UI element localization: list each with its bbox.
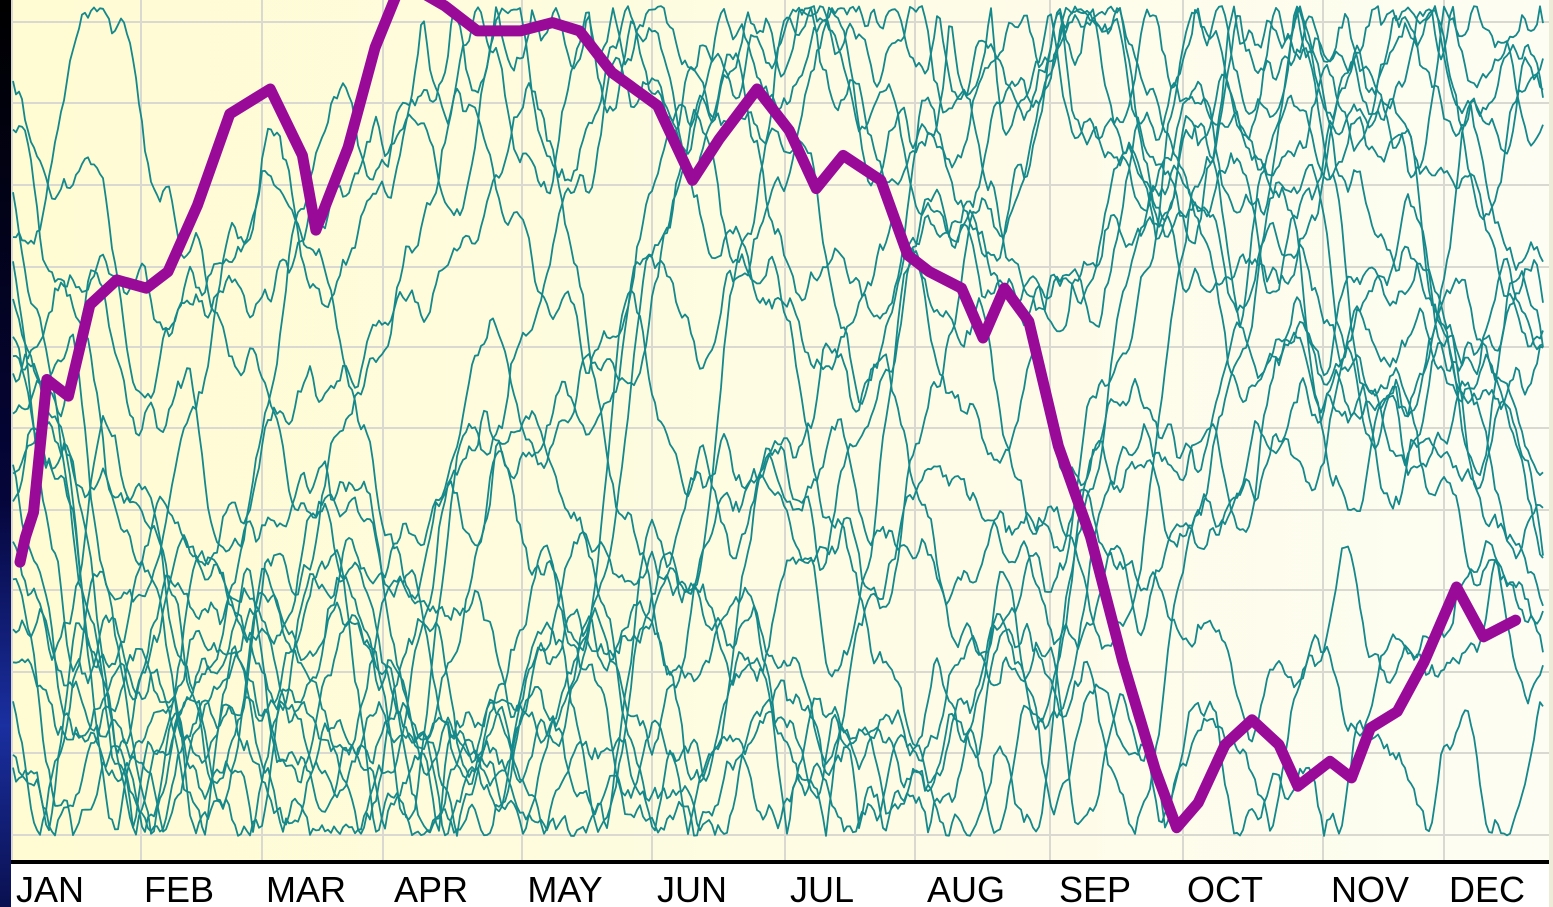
- background-series-line: [12, 82, 1544, 837]
- x-tick-label: AUG: [927, 869, 1005, 907]
- background-series-group: [12, 5, 1544, 837]
- x-tick-label: JUN: [657, 869, 727, 907]
- x-tick-label: NOV: [1331, 869, 1409, 907]
- highlight-series-group: [14, 0, 1522, 834]
- x-tick-label: MAY: [527, 869, 602, 907]
- background-series-line: [12, 366, 1544, 835]
- x-tick-label: JAN: [16, 869, 84, 907]
- x-tick-label: OCT: [1187, 869, 1263, 907]
- background-series-line: [12, 13, 1544, 835]
- x-tick-label: FEB: [144, 869, 214, 907]
- x-tick-label: SEP: [1059, 869, 1131, 907]
- background-series-line: [12, 43, 1544, 829]
- background-series-line: [12, 5, 1544, 383]
- x-tick-labels: JAN FEB MAR APR MAY JUN JUL AUG SEP OCT NOV DEC: [16, 869, 1525, 907]
- background-series-line: [12, 8, 1544, 836]
- background-series-line: [12, 450, 1544, 834]
- background-series-line: [12, 5, 1544, 837]
- background-series-line: [12, 5, 1544, 837]
- highlight-series-line: [14, 0, 1522, 834]
- left-window-edge: [0, 0, 11, 907]
- background-series-line: [12, 193, 1544, 836]
- x-tick-label: APR: [394, 869, 468, 907]
- x-tick-label: JUL: [790, 869, 854, 907]
- background-series-line: [12, 66, 1544, 833]
- background-series-line: [12, 5, 1544, 837]
- x-tick-label: DEC: [1449, 869, 1525, 907]
- x-tick-label: MAR: [266, 869, 346, 907]
- background-series-line: [12, 5, 1544, 837]
- right-window-edge: [1549, 0, 1553, 907]
